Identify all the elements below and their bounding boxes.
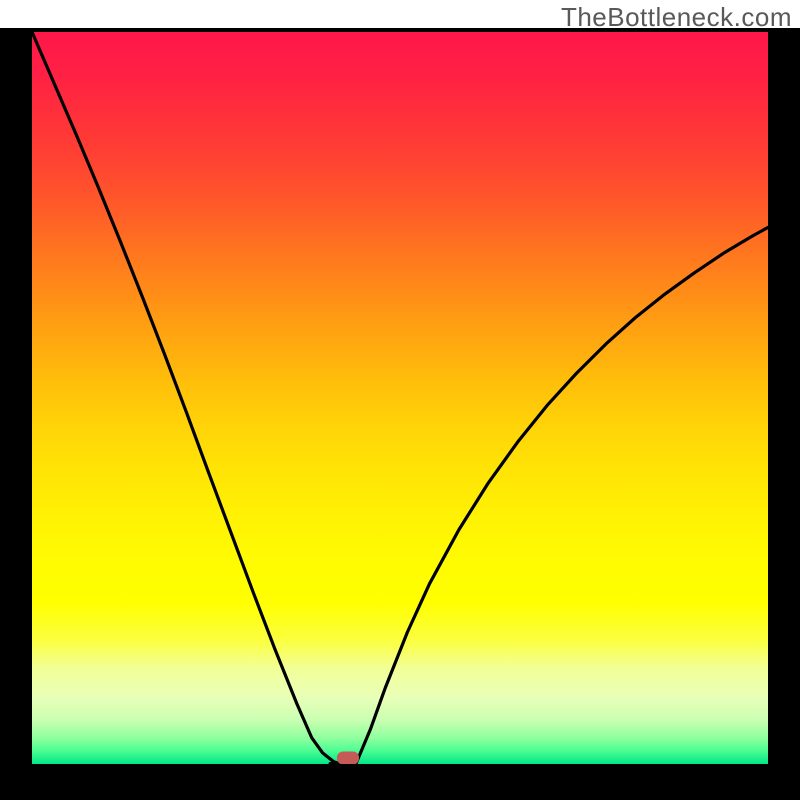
min-bottleneck-marker — [337, 752, 359, 764]
plot-area — [32, 32, 768, 764]
bottleneck-curve — [32, 32, 768, 764]
bottleneck-figure: TheBottleneck.com — [0, 0, 800, 800]
curve-path — [32, 32, 768, 764]
